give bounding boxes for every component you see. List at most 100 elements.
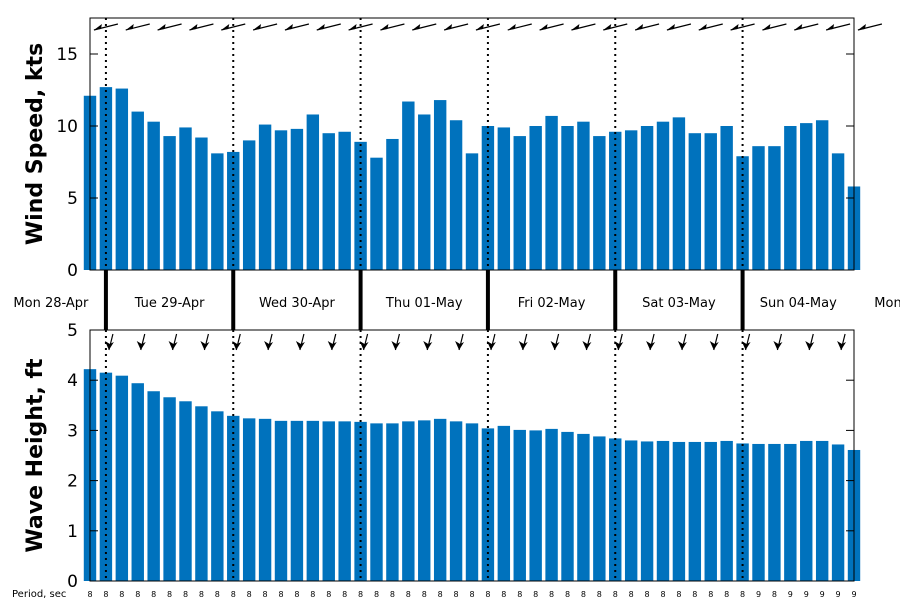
wave-bar <box>672 441 686 581</box>
wind-direction-arrow <box>794 23 819 31</box>
wind-bar <box>529 126 542 270</box>
period-value: 8 <box>422 590 427 599</box>
day-label: Wed 30-Apr <box>259 296 336 311</box>
period-value: 8 <box>533 590 538 599</box>
wave-bar <box>433 418 447 581</box>
wind-bar <box>624 130 638 270</box>
period-value: 8 <box>135 590 140 599</box>
period-value: 8 <box>676 590 681 599</box>
wave-bar <box>418 420 431 581</box>
day-label: Tue 29-Apr <box>134 296 205 311</box>
period-label: Period, sec <box>12 589 66 600</box>
wind-direction-arrow <box>825 23 851 31</box>
wind-speed-panel: 0 5 10 15 Wind Speed, kts <box>23 17 883 281</box>
period-value: 8 <box>454 590 459 599</box>
wave-height-panel: 0 1 2 3 4 5 Wave Height, ft <box>23 321 861 592</box>
wave-bar <box>736 443 749 581</box>
wind-direction-arrow <box>603 23 628 31</box>
wind-direction-arrow <box>284 23 310 31</box>
wind-bar <box>609 131 622 270</box>
wave-ytick-label: 2 <box>67 472 78 492</box>
wind-direction-arrow <box>666 23 692 31</box>
wind-direction-arrow <box>634 23 660 31</box>
period-value: 8 <box>374 590 379 599</box>
period-value: 8 <box>565 590 570 599</box>
wind-bar <box>386 138 399 270</box>
wave-direction-arrow <box>486 333 496 351</box>
wind-direction-arrow <box>730 23 755 31</box>
wind-direction-arrow <box>316 23 341 31</box>
wind-axes-frame <box>89 17 855 271</box>
wave-bar <box>640 441 654 581</box>
wave-direction-arrow <box>455 333 465 351</box>
wind-direction-arrow <box>380 23 405 31</box>
wave-direction-arrow <box>646 333 656 351</box>
wave-bar <box>402 421 415 581</box>
period-value: 8 <box>215 590 220 599</box>
wind-bar <box>211 153 224 270</box>
wind-bar <box>561 126 574 270</box>
wind-bar <box>577 121 590 271</box>
wave-bar <box>815 440 829 581</box>
period-value: 8 <box>87 590 92 599</box>
wave-bar <box>529 430 542 581</box>
wave-bar <box>449 421 463 581</box>
period-value: 8 <box>438 590 443 599</box>
wind-bar <box>704 133 717 270</box>
wave-ytick-label: 4 <box>67 371 78 391</box>
wind-bar <box>784 126 797 270</box>
wind-bar <box>370 157 383 270</box>
wave-direction-arrow <box>614 333 624 351</box>
wave-bar <box>258 418 272 581</box>
wave-direction-arrow <box>232 333 242 351</box>
wave-direction-arrow <box>359 333 369 351</box>
wind-direction-arrow <box>157 23 182 31</box>
day-label: Mon <box>874 296 900 311</box>
wind-bar <box>258 124 272 270</box>
period-value: 8 <box>581 590 586 599</box>
period-value: 8 <box>692 590 697 599</box>
wave-bar <box>195 406 208 581</box>
period-value: 9 <box>804 590 809 599</box>
day-label: Sat 03-May <box>642 296 716 311</box>
wind-direction-arrow <box>125 23 150 31</box>
wind-bar <box>656 121 670 271</box>
period-value: 8 <box>183 590 188 599</box>
wave-direction-arrow <box>104 333 114 351</box>
wind-bar <box>800 123 813 271</box>
period-value: 8 <box>406 590 411 599</box>
period-value: 8 <box>167 590 172 599</box>
period-value: 8 <box>103 590 108 599</box>
wave-bar <box>656 440 670 581</box>
wave-direction-arrow <box>677 333 687 351</box>
wave-bar <box>624 440 638 581</box>
period-value: 8 <box>613 590 618 599</box>
wave-direction-arrow <box>773 333 783 351</box>
wave-bar <box>800 440 813 581</box>
wind-bar <box>195 137 208 270</box>
wave-direction-arrow <box>423 333 433 351</box>
wind-bar <box>736 156 749 270</box>
wave-direction-arrow <box>327 333 337 351</box>
wave-direction-arrow <box>264 333 274 351</box>
day-label: Mon 28-Apr <box>13 296 89 311</box>
wave-axes-frame <box>89 329 855 582</box>
wave-bar <box>290 420 304 581</box>
wind-bar <box>99 87 113 271</box>
wave-bar <box>131 383 144 581</box>
wave-direction-arrow <box>837 333 847 351</box>
wave-ylabel: Wave Height, ft <box>23 358 48 553</box>
wind-direction-arrow <box>698 23 723 31</box>
wind-bar <box>465 153 479 270</box>
wave-bar <box>322 421 335 581</box>
period-value: 8 <box>151 590 156 599</box>
wave-bar <box>211 411 224 581</box>
wind-direction-arrow <box>571 23 596 31</box>
wind-ytick-label: 10 <box>56 117 78 137</box>
period-value: 8 <box>358 590 363 599</box>
period-value: 8 <box>740 590 745 599</box>
wave-bar <box>147 391 160 581</box>
period-value: 8 <box>469 590 474 599</box>
wind-direction-arrow <box>189 23 214 31</box>
